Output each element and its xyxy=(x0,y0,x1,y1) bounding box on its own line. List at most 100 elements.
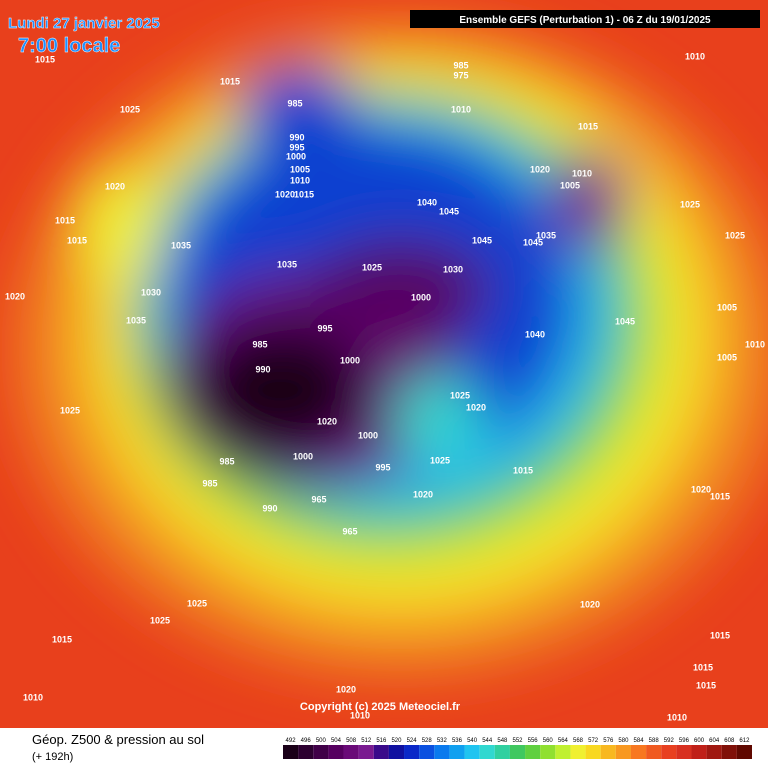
isobar-label: 1020 xyxy=(413,489,433,499)
isobar-label: 1025 xyxy=(150,615,170,625)
colorbar-label: 496 xyxy=(301,738,312,744)
colorbar-label: 608 xyxy=(724,738,735,744)
isobar-label: 1015 xyxy=(696,680,716,690)
isobar-label: 1025 xyxy=(362,262,382,272)
isobar-label: 1045 xyxy=(472,235,492,245)
colorbar-swatch xyxy=(449,745,465,759)
colorbar-label: 548 xyxy=(497,738,508,744)
run: Ensemble GEFS (Perturbation 1) - 06 Z du… xyxy=(459,15,711,26)
colorbar-label: 568 xyxy=(573,738,584,744)
isobar-label: 1000 xyxy=(293,451,313,461)
height-field xyxy=(10,20,768,680)
colorbar-swatch xyxy=(343,745,359,759)
colorbar-label: 492 xyxy=(286,738,297,744)
isobar-label: 990 xyxy=(289,132,304,142)
isobar-label: 1015 xyxy=(67,235,87,245)
colorbar-label: 580 xyxy=(618,738,629,744)
colorbar-swatch xyxy=(646,745,662,759)
isobar-label: 1000 xyxy=(286,151,306,161)
copyright: Copyright (c) 2025 Meteociel.fr xyxy=(300,701,461,713)
colorbar-swatch xyxy=(555,745,571,759)
colorbar-label: 564 xyxy=(558,738,569,744)
isobar-label: 1010 xyxy=(451,104,471,114)
colorbar-label: 532 xyxy=(437,738,448,744)
isobar-label: 1020 xyxy=(105,181,125,191)
colorbar-swatch xyxy=(464,745,480,759)
colorbar-label: 600 xyxy=(694,738,705,744)
isobar-label: 1010 xyxy=(572,168,592,178)
isobar-label: 975 xyxy=(453,70,468,80)
colorbar-swatch xyxy=(721,745,737,759)
isobar-label: 1015 xyxy=(294,189,314,199)
isobar-label: 1000 xyxy=(411,292,431,302)
colorbar-label: 516 xyxy=(376,738,387,744)
isobar-label: 1010 xyxy=(23,692,43,702)
colorbar-label: 612 xyxy=(739,738,750,744)
colorbar-swatch xyxy=(373,745,389,759)
colorbar-swatch xyxy=(706,745,722,759)
isobar-label: 985 xyxy=(202,478,217,488)
isobar-label: 1045 xyxy=(439,206,459,216)
isobar-label: 1000 xyxy=(340,355,360,365)
isobar-label: 1015 xyxy=(710,491,730,501)
colorbar-label: 508 xyxy=(346,738,357,744)
colorbar-label: 500 xyxy=(316,738,327,744)
isobar-label: 1025 xyxy=(680,199,700,209)
isobar-label: 1005 xyxy=(717,302,737,312)
isobar-label: 1020 xyxy=(691,484,711,494)
colorbar-label: 540 xyxy=(467,738,478,744)
isobar-label: 1020 xyxy=(580,599,600,609)
colorbar-label: 512 xyxy=(361,738,372,744)
colorbar-label: 576 xyxy=(603,738,614,744)
footer-lead: (+ 192h) xyxy=(32,751,73,763)
isobar-label: 1015 xyxy=(52,634,72,644)
colorbar-swatch xyxy=(676,745,692,759)
isobar-label: 985 xyxy=(453,60,468,70)
isobar-label: 965 xyxy=(311,494,326,504)
colorbar-swatch xyxy=(313,745,329,759)
isobar-label: 990 xyxy=(255,364,270,374)
isobar-label: 1010 xyxy=(745,339,765,349)
colorbar-swatch xyxy=(661,745,677,759)
colorbar-label: 520 xyxy=(391,738,402,744)
colorbar-label: 552 xyxy=(512,738,523,744)
isobar-label: 995 xyxy=(289,142,304,152)
colorbar-label: 604 xyxy=(709,738,720,744)
isobar-label: 985 xyxy=(287,98,302,108)
run-box xyxy=(410,10,760,28)
colorbar-swatch xyxy=(736,745,752,759)
isobar-label: 1035 xyxy=(126,315,146,325)
colorbar-swatch xyxy=(509,745,526,759)
colorbar-swatch xyxy=(494,745,510,759)
isobar-label: 1020 xyxy=(336,684,356,694)
isobar-label: 1015 xyxy=(578,121,598,131)
colorbar-label: 524 xyxy=(407,738,418,744)
isobar-label: 1010 xyxy=(350,710,370,720)
isobar-label: 1025 xyxy=(120,104,140,114)
isobar-label: 1020 xyxy=(275,189,295,199)
isobar-label: 1015 xyxy=(55,215,75,225)
isobar-label: 1015 xyxy=(513,465,533,475)
colorbar-swatch xyxy=(540,745,556,759)
isobar-label: 1045 xyxy=(615,316,635,326)
colorbar-label: 528 xyxy=(422,738,433,744)
isobar-label: 1020 xyxy=(530,164,550,174)
isobar-label: 1015 xyxy=(693,662,713,672)
colorbar-label: 596 xyxy=(679,738,690,744)
isobar-label: 1025 xyxy=(430,455,450,465)
colorbar-swatch xyxy=(691,745,707,759)
colorbar-swatch xyxy=(388,745,405,759)
colorbar-swatch xyxy=(600,745,616,759)
colorbar-label: 504 xyxy=(331,738,342,744)
isobar-label: 985 xyxy=(219,456,234,466)
isobar-label: 1035 xyxy=(536,230,556,240)
colorbar: 492 496 500 504 508 512 516 520 524 528 532 536 540 5… xyxy=(283,738,752,759)
isobar-label: 1025 xyxy=(450,390,470,400)
colorbar-swatch xyxy=(419,745,435,759)
date: Lundi 27 janvier 2025 xyxy=(8,15,160,32)
colorbar-swatch xyxy=(570,745,586,759)
isobar-label: 1040 xyxy=(525,329,545,339)
colorbar-label: 588 xyxy=(649,738,660,744)
